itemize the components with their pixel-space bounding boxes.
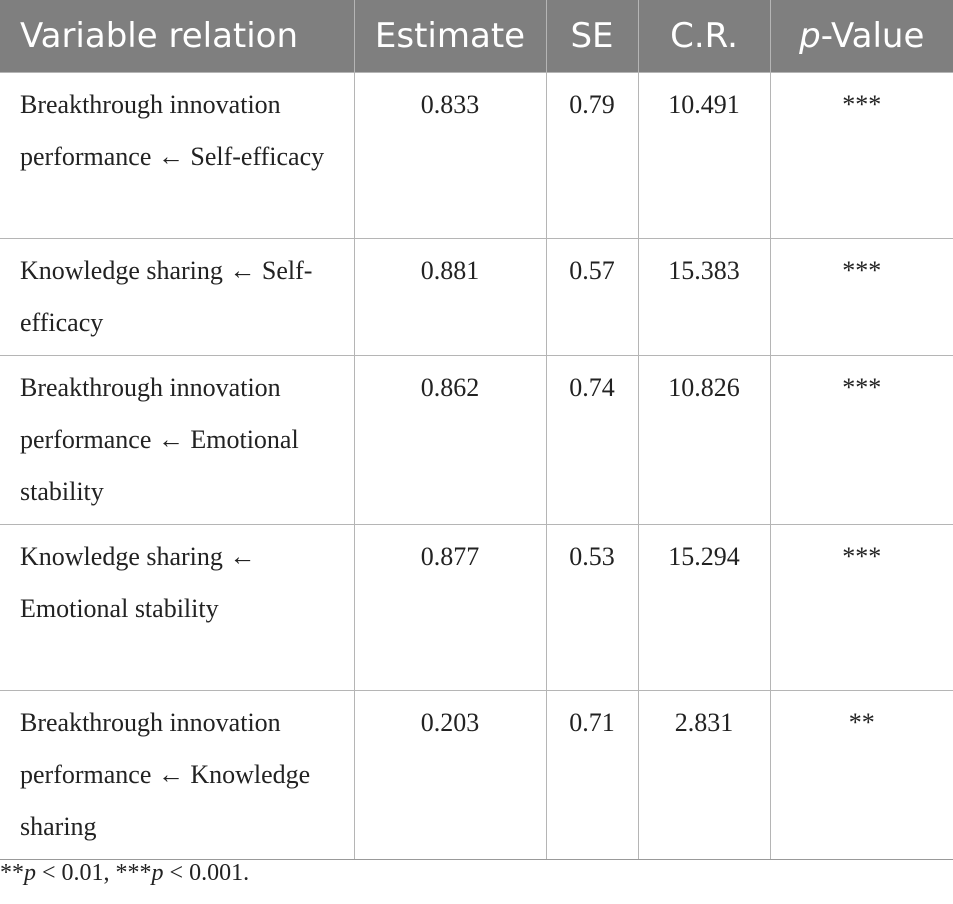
cell-se: 0.74 bbox=[545, 355, 639, 525]
table-footnote: **p < 0.01, ***p < 0.001. bbox=[0, 860, 249, 887]
cell-p-value: *** bbox=[769, 524, 953, 691]
cell-se: 0.53 bbox=[545, 524, 639, 691]
table-header-row: Variable relation Estimate SE C.R. p-Val… bbox=[0, 0, 953, 73]
cell-cr: 10.826 bbox=[637, 355, 771, 525]
path-coefficients-table: Variable relation Estimate SE C.R. p-Val… bbox=[0, 0, 953, 860]
footnote-threshold-1: < 0.01, *** bbox=[36, 860, 152, 886]
table-row: Knowledge sharing ← Emotional stability … bbox=[0, 524, 953, 691]
cell-estimate: 0.833 bbox=[353, 72, 547, 239]
header-p-rest: -Value bbox=[820, 16, 925, 56]
cell-p-value: *** bbox=[769, 72, 953, 239]
table-row: Knowledge sharing ← Self-efficacy 0.881 … bbox=[0, 238, 953, 356]
cell-p-value: *** bbox=[769, 355, 953, 525]
cell-estimate: 0.877 bbox=[353, 524, 547, 691]
footnote-p2: p bbox=[151, 860, 164, 886]
header-se: SE bbox=[545, 0, 639, 73]
footnote-p1: p bbox=[24, 860, 36, 886]
results-table-container: Variable relation Estimate SE C.R. p-Val… bbox=[0, 0, 953, 860]
header-p-value: p-Value bbox=[769, 0, 953, 73]
cell-se: 0.79 bbox=[545, 72, 639, 239]
header-p-italic: p bbox=[799, 16, 821, 56]
cell-relation: Knowledge sharing ← Emotional stability bbox=[0, 524, 355, 691]
cell-estimate: 0.203 bbox=[353, 690, 547, 860]
table-row: Breakthrough innovation performance ← Em… bbox=[0, 355, 953, 525]
header-cr: C.R. bbox=[637, 0, 771, 73]
cell-p-value: *** bbox=[769, 238, 953, 356]
cell-relation: Knowledge sharing ← Self-efficacy bbox=[0, 238, 355, 356]
footnote-threshold-2: < 0.001. bbox=[163, 860, 250, 886]
cell-relation: Breakthrough innovation performance ← Se… bbox=[0, 72, 355, 239]
header-estimate: Estimate bbox=[353, 0, 547, 73]
cell-se: 0.57 bbox=[545, 238, 639, 356]
cell-estimate: 0.881 bbox=[353, 238, 547, 356]
table-row: Breakthrough innovation performance ← Se… bbox=[0, 72, 953, 239]
cell-relation: Breakthrough innovation performance ← Em… bbox=[0, 355, 355, 525]
cell-estimate: 0.862 bbox=[353, 355, 547, 525]
table-row: Breakthrough innovation performance ← Kn… bbox=[0, 690, 953, 860]
cell-relation: Breakthrough innovation performance ← Kn… bbox=[0, 690, 355, 860]
cell-cr: 15.294 bbox=[637, 524, 771, 691]
cell-cr: 15.383 bbox=[637, 238, 771, 356]
header-variable-relation: Variable relation bbox=[0, 0, 355, 73]
footnote-stars: ** bbox=[0, 860, 24, 886]
cell-cr: 2.831 bbox=[637, 690, 771, 860]
cell-p-value: ** bbox=[769, 690, 953, 860]
cell-se: 0.71 bbox=[545, 690, 639, 860]
cell-cr: 10.491 bbox=[637, 72, 771, 239]
